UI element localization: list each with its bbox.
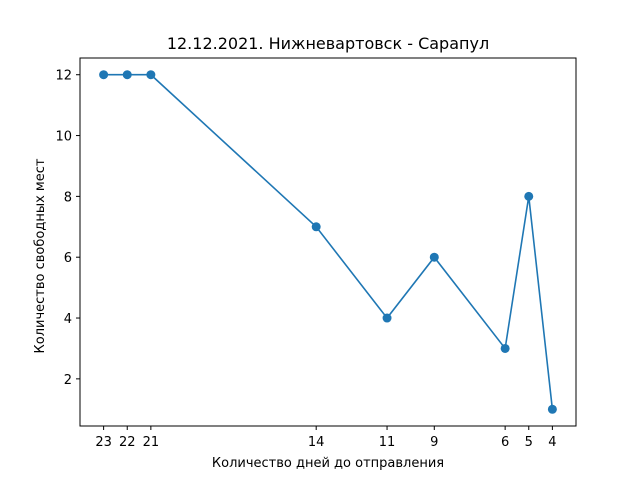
data-point bbox=[99, 70, 109, 80]
x-tick-label: 11 bbox=[379, 435, 396, 450]
x-tick-label: 9 bbox=[430, 435, 438, 450]
x-axis-label: Количество дней до отправления bbox=[212, 456, 444, 471]
x-tick-label: 14 bbox=[308, 435, 325, 450]
x-tick-label: 6 bbox=[501, 435, 509, 450]
data-point bbox=[146, 70, 156, 80]
series-line bbox=[103, 73, 554, 410]
y-axis-label: Количество свободных мест bbox=[33, 158, 48, 353]
data-point bbox=[429, 252, 439, 262]
x-tick-label: 4 bbox=[548, 435, 556, 450]
y-tick-label: 10 bbox=[55, 130, 72, 145]
data-point bbox=[122, 70, 132, 80]
y-tick-label: 4 bbox=[64, 312, 72, 327]
y-tick-label: 12 bbox=[55, 69, 72, 84]
data-point bbox=[547, 404, 557, 414]
chart-title: 12.12.2021. Нижневартовск - Сарапул bbox=[167, 34, 489, 53]
y-axis-ticks: 2 4 6 8 10 12 bbox=[55, 69, 80, 388]
y-tick-label: 8 bbox=[64, 190, 72, 205]
series-layer bbox=[99, 70, 557, 414]
data-point bbox=[500, 343, 510, 353]
y-tick-label: 2 bbox=[64, 373, 72, 388]
plot-frame bbox=[79, 57, 577, 427]
data-point bbox=[524, 191, 534, 201]
x-tick-label: 21 bbox=[143, 435, 160, 450]
data-point bbox=[382, 313, 392, 323]
data-point bbox=[311, 222, 321, 232]
x-tick-label: 23 bbox=[95, 435, 112, 450]
x-axis-ticks: 23 22 21 14 11 9 6 5 4 bbox=[95, 426, 557, 450]
y-tick-label: 6 bbox=[64, 251, 72, 266]
x-tick-label: 5 bbox=[525, 435, 533, 450]
x-tick-label: 22 bbox=[119, 435, 136, 450]
